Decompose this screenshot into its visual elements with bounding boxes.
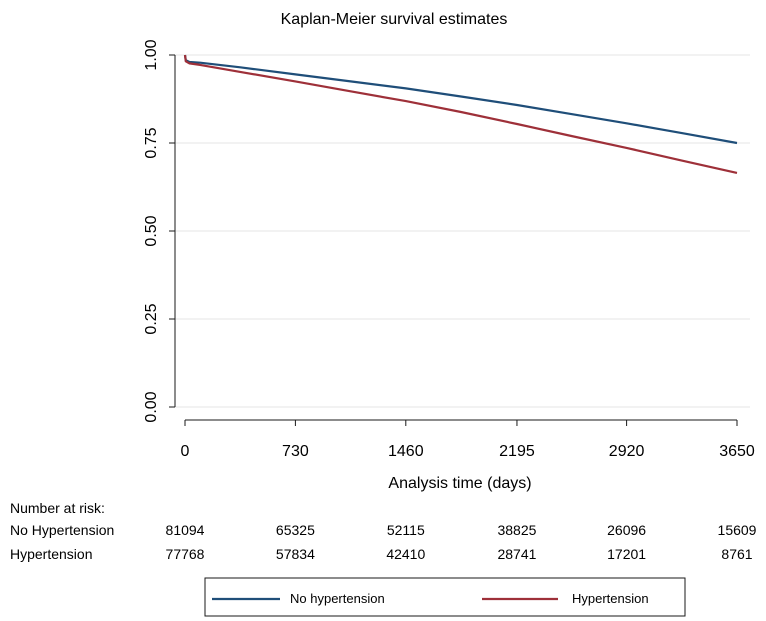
risk-value: 57834 bbox=[276, 546, 315, 562]
risk-value: 77768 bbox=[166, 546, 205, 562]
series-line-no-hypertension bbox=[183, 54, 738, 145]
chart-title: Kaplan-Meier survival estimates bbox=[281, 11, 508, 28]
risk-value: 52115 bbox=[387, 522, 425, 538]
risk-value: 15609 bbox=[718, 522, 757, 538]
y-tick-label: 1.00 bbox=[143, 39, 160, 70]
risk-table: Number at risk: No Hypertension 81094 6532… bbox=[10, 500, 757, 562]
series-lines bbox=[183, 54, 738, 174]
risk-row-label: Hypertension bbox=[10, 546, 93, 562]
x-tick-label: 3650 bbox=[719, 443, 755, 460]
risk-value: 28741 bbox=[497, 546, 536, 562]
risk-value: 65325 bbox=[276, 522, 315, 538]
risk-value: 42410 bbox=[386, 546, 425, 562]
x-axis-label: Analysis time (days) bbox=[388, 475, 531, 492]
legend-label: No hypertension bbox=[290, 591, 385, 606]
series-line-hypertension bbox=[183, 54, 738, 174]
x-tick-label: 730 bbox=[282, 443, 309, 460]
legend-box bbox=[204, 577, 686, 617]
x-tick-label: 0 bbox=[181, 443, 190, 460]
risk-value: 17201 bbox=[607, 546, 646, 562]
legend-label: Hypertension bbox=[572, 591, 649, 606]
y-tick-label: 0.50 bbox=[143, 215, 160, 246]
y-tick-label: 0.25 bbox=[143, 303, 160, 334]
risk-value: 26096 bbox=[607, 522, 646, 538]
y-tick-label: 0.00 bbox=[143, 391, 160, 422]
x-tick-label: 1460 bbox=[388, 443, 424, 460]
legend: No hypertension Hypertension bbox=[204, 577, 686, 617]
gridlines bbox=[175, 54, 750, 408]
x-tick-label: 2920 bbox=[609, 443, 645, 460]
risk-row-label: No Hypertension bbox=[10, 522, 114, 538]
risk-value: 81094 bbox=[166, 522, 205, 538]
risk-table-heading: Number at risk: bbox=[10, 500, 105, 516]
risk-value: 8761 bbox=[721, 546, 752, 562]
y-tick-label: 0.75 bbox=[143, 127, 160, 158]
axes: 0.00 0.25 0.50 0.75 1.00 0 730 1460 2195 2920 3650 bbox=[143, 39, 755, 460]
risk-value: 38825 bbox=[497, 522, 536, 538]
x-tick-label: 2195 bbox=[499, 443, 535, 460]
